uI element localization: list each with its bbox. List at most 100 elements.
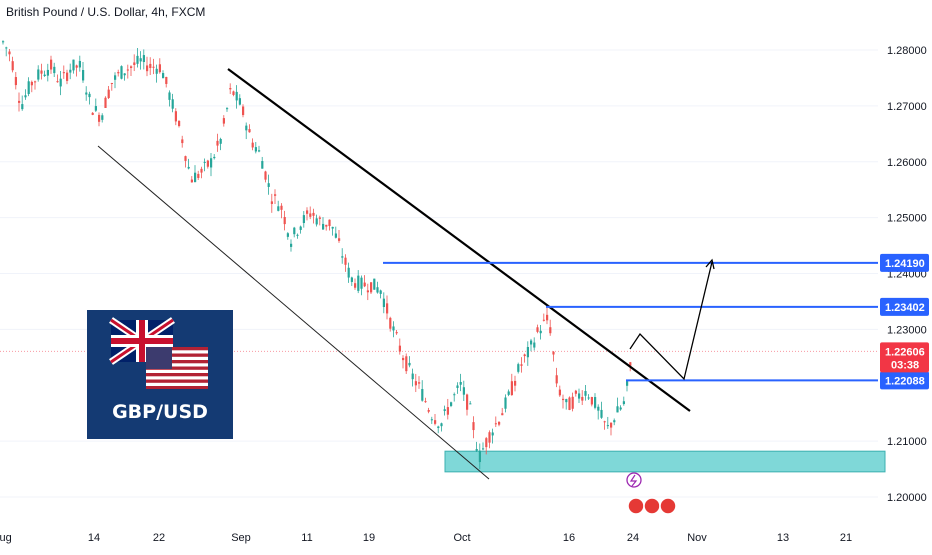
- x-tick-label: 14: [88, 532, 100, 544]
- candle-body: [405, 356, 408, 372]
- lightning-event-icon[interactable]: [626, 472, 642, 488]
- us-event-flag-icon[interactable]: [643, 497, 661, 515]
- candle-body: [200, 168, 203, 173]
- price-badge-label: 1.24190: [885, 258, 925, 270]
- candle-body: [226, 108, 229, 110]
- candle-body: [267, 183, 270, 187]
- candle-body: [434, 420, 437, 424]
- candle-body: [53, 66, 56, 74]
- uk-event-flag-icon[interactable]: [627, 497, 645, 515]
- downtrend-resistance-line[interactable]: [227, 68, 691, 412]
- us-flag-icon: [146, 347, 208, 389]
- candle-body: [66, 72, 69, 81]
- candle-body: [578, 393, 581, 399]
- x-tick-label: 19: [363, 532, 375, 544]
- candle-body: [558, 389, 561, 396]
- x-tick-label: Oct: [453, 532, 470, 544]
- candle-body: [523, 354, 526, 357]
- candle-body: [565, 399, 568, 403]
- logo-text: GBP/USD: [112, 401, 208, 423]
- candle-body: [165, 77, 168, 84]
- candle-body: [98, 114, 101, 122]
- candle-body: [40, 70, 43, 74]
- candle-body: [168, 92, 171, 100]
- candle-body: [24, 95, 27, 98]
- candle-body: [88, 93, 91, 98]
- price-badge-label: 1.22088: [885, 375, 925, 387]
- candle-body: [302, 215, 305, 224]
- candle-body: [542, 319, 545, 321]
- event-icons[interactable]: [626, 472, 677, 515]
- candle-body: [126, 69, 129, 71]
- x-axis[interactable]: Aug 14 22 Sep 11 19 Oct 16 24 Nov 13 21: [0, 532, 852, 544]
- price-badge: [880, 297, 929, 316]
- candle-body: [347, 267, 350, 278]
- support-zone[interactable]: [444, 450, 886, 473]
- candle-body: [245, 125, 248, 131]
- candle-body: [606, 425, 609, 427]
- candle-body: [373, 278, 376, 290]
- candle-body: [197, 173, 200, 178]
- candle-body: [120, 66, 123, 79]
- candle-body: [216, 140, 219, 146]
- x-tick-label: Aug: [0, 532, 12, 544]
- lightning-icon: [629, 474, 638, 487]
- candle-body: [117, 72, 120, 74]
- projection-path[interactable]: [629, 261, 713, 381]
- candle-body: [568, 397, 571, 410]
- candle-body: [222, 118, 225, 124]
- candle-body: [37, 69, 40, 80]
- candle-body: [280, 205, 283, 210]
- candle-body: [5, 47, 8, 49]
- event-flag-icon[interactable]: [659, 497, 677, 515]
- candle-body: [546, 314, 549, 321]
- y-tick-label: 1.26000: [887, 157, 927, 169]
- candle-body: [101, 115, 104, 120]
- candle-body: [184, 156, 187, 161]
- candle-body: [149, 63, 152, 69]
- candle-body: [78, 60, 81, 68]
- y-tick-label: 1.23000: [887, 324, 927, 336]
- candle-body: [443, 409, 446, 411]
- candle-body: [194, 172, 197, 183]
- candle-body: [424, 401, 427, 403]
- candle-body: [613, 420, 616, 423]
- candle-body: [469, 403, 472, 405]
- candle-body: [370, 282, 373, 293]
- candle-body: [210, 158, 213, 168]
- candle-body: [213, 156, 216, 159]
- candle-body: [453, 394, 456, 396]
- candle-body: [286, 233, 289, 237]
- candle-body: [174, 111, 177, 122]
- gbpusd-logo-image: GBP/USD: [87, 310, 233, 439]
- candle-body: [530, 340, 533, 345]
- candle-body: [258, 150, 261, 152]
- candle-body: [421, 389, 424, 401]
- candle-body: [571, 396, 574, 409]
- candles: [2, 40, 632, 470]
- x-tick-label: 21: [840, 532, 852, 544]
- candle-body: [526, 347, 529, 358]
- candle-body: [133, 62, 136, 65]
- candle-body: [354, 283, 357, 288]
- x-tick-label: 22: [153, 532, 165, 544]
- candle-body: [603, 421, 606, 423]
- candle-body: [379, 290, 382, 294]
- candle-body: [581, 396, 584, 401]
- candle-body: [62, 72, 65, 74]
- downtrend-channel-lower-line[interactable]: [97, 145, 490, 480]
- candle-body: [475, 448, 478, 451]
- candle-body: [360, 277, 363, 289]
- candle-body: [152, 66, 155, 68]
- candle-body: [251, 142, 254, 148]
- x-tick-label: 13: [777, 532, 789, 544]
- candle-body: [27, 81, 30, 95]
- candle-body: [264, 171, 267, 180]
- candle-body: [34, 81, 37, 83]
- candle-body: [334, 233, 337, 238]
- candle-body: [395, 332, 398, 334]
- candle-body: [238, 98, 241, 105]
